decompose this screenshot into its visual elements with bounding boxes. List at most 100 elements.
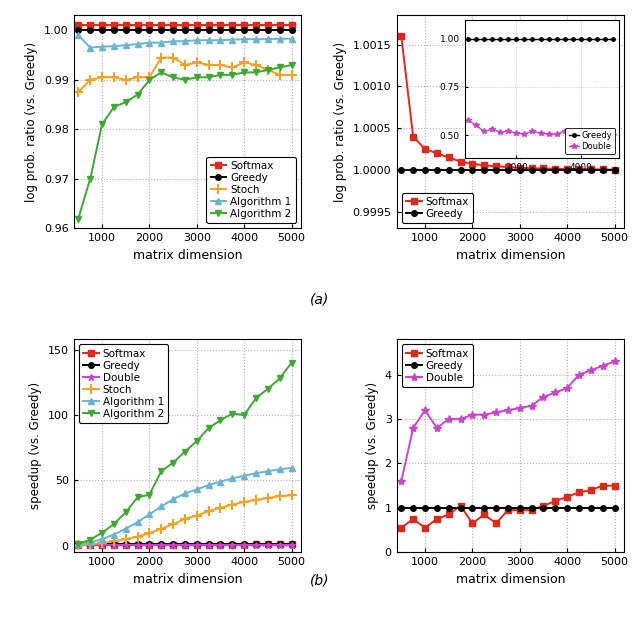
- Algorithm 2: [241, 412, 248, 419]
- Stoch: [193, 59, 200, 66]
- Algorithm 1: [181, 38, 189, 45]
- Stoch: [157, 54, 165, 61]
- Line: Softmax: Softmax: [76, 23, 294, 28]
- Double: [563, 384, 571, 392]
- Softmax: [397, 524, 405, 531]
- Greedy: [241, 27, 248, 34]
- Algorithm 1: [157, 503, 165, 510]
- Softmax: [421, 146, 429, 153]
- Algorithm 2: [145, 76, 153, 83]
- Greedy: [575, 504, 583, 511]
- Greedy: [169, 540, 177, 548]
- Stoch: [276, 71, 284, 78]
- Algorithm 1: [228, 36, 236, 43]
- Stoch: [252, 61, 260, 68]
- X-axis label: matrix dimension: matrix dimension: [456, 249, 565, 262]
- Algorithm 1: [145, 39, 153, 46]
- Softmax: [516, 164, 524, 172]
- Greedy: [563, 504, 571, 511]
- Softmax: [575, 489, 583, 496]
- Stoch: [145, 73, 153, 81]
- Stoch: [86, 540, 94, 548]
- Greedy: [397, 166, 405, 173]
- Stoch: [169, 54, 177, 61]
- Softmax: [563, 493, 571, 500]
- Algorithm 1: [205, 481, 212, 489]
- Algorithm 1: [288, 464, 296, 471]
- Stoch: [98, 73, 106, 81]
- Greedy: [74, 27, 82, 34]
- Softmax: [575, 165, 583, 173]
- Softmax: [134, 541, 141, 549]
- Greedy: [445, 504, 452, 511]
- Double: [445, 415, 452, 423]
- Greedy: [228, 540, 236, 548]
- Double: [193, 542, 200, 549]
- Algorithm 2: [288, 359, 296, 366]
- Stoch: [145, 529, 153, 537]
- Double: [611, 358, 618, 365]
- Greedy: [157, 27, 165, 34]
- Algorithm 2: [74, 540, 82, 547]
- Greedy: [397, 504, 405, 511]
- Greedy: [205, 540, 212, 548]
- Algorithm 2: [193, 437, 200, 445]
- Softmax: [74, 22, 82, 29]
- X-axis label: matrix dimension: matrix dimension: [132, 249, 242, 262]
- Greedy: [516, 166, 524, 173]
- Softmax: [410, 133, 417, 140]
- Greedy: [110, 27, 118, 34]
- Algorithm 1: [288, 35, 296, 43]
- Greedy: [134, 27, 141, 34]
- Softmax: [504, 507, 512, 514]
- Greedy: [276, 540, 284, 548]
- Softmax: [492, 162, 500, 170]
- Double: [492, 408, 500, 416]
- Stoch: [264, 66, 272, 73]
- Softmax: [241, 541, 248, 549]
- Softmax: [181, 541, 189, 549]
- Double: [599, 362, 607, 370]
- Line: Algorithm 2: Algorithm 2: [76, 360, 294, 547]
- Softmax: [433, 149, 441, 157]
- Line: Softmax: Softmax: [76, 541, 294, 548]
- Greedy: [98, 27, 106, 34]
- Algorithm 2: [264, 66, 272, 73]
- Double: [468, 411, 476, 418]
- Double: [134, 542, 141, 549]
- Greedy: [98, 540, 106, 548]
- Algorithm 2: [86, 536, 94, 544]
- Algorithm 2: [134, 91, 141, 98]
- Double: [410, 424, 417, 432]
- Algorithm 1: [122, 41, 129, 49]
- Algorithm 1: [241, 472, 248, 479]
- Softmax: [110, 541, 118, 549]
- Text: (b): (b): [310, 574, 330, 588]
- Softmax: [169, 541, 177, 549]
- Greedy: [421, 166, 429, 173]
- Greedy: [86, 540, 94, 548]
- Double: [481, 411, 488, 418]
- Double: [86, 542, 94, 549]
- Algorithm 1: [145, 511, 153, 518]
- Double: [516, 404, 524, 412]
- Stoch: [228, 64, 236, 71]
- Double: [552, 389, 559, 396]
- Algorithm 1: [110, 43, 118, 50]
- Greedy: [157, 540, 165, 548]
- Stoch: [288, 71, 296, 78]
- Stoch: [264, 494, 272, 502]
- Greedy: [217, 27, 225, 34]
- Algorithm 1: [205, 36, 212, 44]
- Double: [110, 542, 118, 549]
- Greedy: [492, 166, 500, 173]
- Algorithm 2: [157, 68, 165, 76]
- Line: Double: Double: [397, 357, 619, 486]
- Legend: Softmax, Greedy, Double: Softmax, Greedy, Double: [402, 344, 473, 387]
- Greedy: [481, 504, 488, 511]
- Greedy: [410, 504, 417, 511]
- Algorithm 2: [264, 385, 272, 392]
- Greedy: [145, 540, 153, 548]
- Greedy: [264, 27, 272, 34]
- Double: [276, 542, 284, 549]
